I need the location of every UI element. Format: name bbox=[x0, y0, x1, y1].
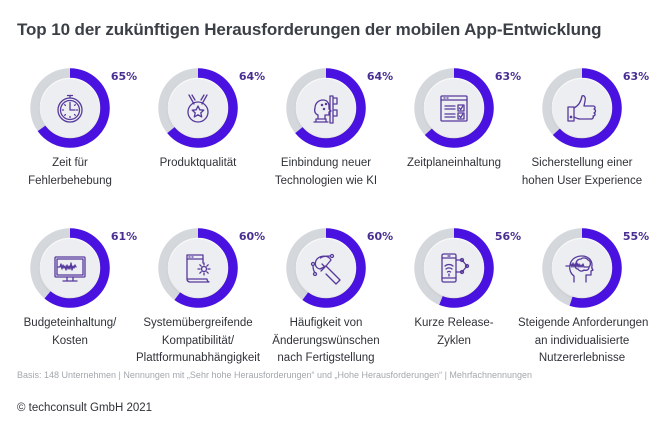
category-label-line: Kurze Release- bbox=[414, 317, 494, 329]
donut-item: 64% bbox=[286, 68, 393, 148]
head-brain-icon bbox=[565, 255, 594, 283]
inner-disk bbox=[553, 79, 611, 137]
inner-disk bbox=[425, 79, 483, 137]
document-gear-icon bbox=[186, 254, 211, 283]
value-arc bbox=[158, 68, 238, 148]
inner-disk bbox=[169, 239, 227, 297]
thumbs-up-icon bbox=[567, 95, 597, 122]
category-label-line: Einbindung neuer bbox=[280, 157, 372, 169]
value-label: 63% bbox=[495, 70, 521, 83]
category-label-line: nach Fertigstellung bbox=[277, 352, 375, 364]
value-arc bbox=[542, 68, 622, 148]
category-label: Budgeteinhaltung/Kosten bbox=[6, 315, 134, 350]
category-label-line: Sicherstellung einer bbox=[531, 157, 633, 169]
value-label: 60% bbox=[239, 230, 265, 243]
value-label: 60% bbox=[367, 230, 393, 243]
value-arc bbox=[542, 228, 622, 308]
category-label-line: an individualisierte bbox=[534, 334, 630, 347]
donut-item: 61% bbox=[30, 228, 137, 308]
donut-item: 60% bbox=[286, 228, 393, 308]
medal-icon bbox=[187, 94, 209, 123]
value-arc bbox=[30, 228, 110, 308]
value-label: 61% bbox=[111, 230, 137, 243]
value-label: 64% bbox=[239, 70, 265, 83]
value-arc bbox=[286, 68, 366, 148]
value-arc bbox=[30, 68, 110, 148]
category-label-line: Häufigkeit von bbox=[289, 317, 363, 329]
value-arc bbox=[414, 68, 494, 148]
category-label-line: Systemübergreifende bbox=[143, 317, 253, 329]
inner-disk bbox=[553, 239, 611, 297]
category-label-line: Steigende Anforderungen bbox=[518, 317, 649, 329]
category-label: Sicherstellung einer hohen User Experienc… bbox=[518, 155, 646, 190]
pen-tool-icon bbox=[310, 253, 341, 285]
inner-disk bbox=[297, 79, 355, 137]
category-label-line: hohen User Experience bbox=[521, 174, 643, 187]
value-arc bbox=[158, 228, 238, 308]
category-label: Systemübergreifende Kompatibilität/Plattf… bbox=[134, 315, 262, 368]
monitor-chart-icon bbox=[54, 256, 86, 282]
category-label-line: Budgeteinhaltung/ bbox=[23, 317, 117, 329]
inner-disk bbox=[169, 79, 227, 137]
category-label-line: Plattformunabhängigkeit bbox=[135, 352, 261, 364]
value-label: 56% bbox=[495, 230, 521, 243]
category-label-line: Produktqualität bbox=[159, 157, 237, 169]
donut-item: 63% bbox=[414, 68, 521, 148]
value-arc bbox=[286, 228, 366, 308]
donut-item: 60% bbox=[158, 228, 265, 308]
source-note: Basis: 148 Unternehmen | Nennungen mit „… bbox=[17, 370, 532, 380]
category-label: Zeitplaneinhaltung bbox=[390, 155, 518, 173]
category-label: Kurze Release- Zyklen bbox=[390, 315, 518, 350]
inner-disk bbox=[425, 239, 483, 297]
ai-head-icon bbox=[313, 95, 338, 124]
category-label: Steigende Anforderungen an individualisie… bbox=[518, 315, 649, 368]
category-label-line: Änderungswünschen bbox=[272, 334, 380, 347]
donut-item: 56% bbox=[414, 228, 521, 308]
checklist-window-icon bbox=[440, 95, 468, 122]
category-label-line: Zeit für bbox=[52, 157, 88, 169]
donut-item: 55% bbox=[542, 228, 649, 308]
copyright: © techconsult GmbH 2021 bbox=[17, 402, 153, 414]
category-label-line: Zyklen bbox=[437, 334, 471, 347]
phone-network-icon bbox=[441, 253, 470, 283]
donut-item: 64% bbox=[158, 68, 265, 148]
value-label: 65% bbox=[111, 70, 137, 83]
stopwatch-icon bbox=[57, 94, 83, 123]
value-label: 64% bbox=[367, 70, 393, 83]
value-arc bbox=[414, 228, 494, 308]
category-label: Häufigkeit von Änderungswünschen nach Fert… bbox=[262, 315, 390, 368]
category-label-line: Technologien wie KI bbox=[274, 174, 378, 187]
category-label-line: Kosten bbox=[52, 334, 88, 347]
value-label: 55% bbox=[623, 230, 649, 243]
category-label-line: Zeitplaneinhaltung bbox=[407, 157, 501, 169]
category-label: Einbindung neuer Technologien wie KI bbox=[262, 155, 390, 190]
value-label: 63% bbox=[623, 70, 649, 83]
category-label: Produktqualität bbox=[134, 155, 262, 173]
inner-disk bbox=[297, 239, 355, 297]
chart-title: Top 10 der zukünftigen Herausforderungen… bbox=[17, 20, 602, 39]
category-label-line: Kompatibilität/ bbox=[161, 334, 235, 347]
category-label-line: Nutzererlebnisse bbox=[538, 352, 626, 364]
category-label: Zeit für Fehlerbehebung bbox=[6, 155, 134, 190]
donut-item: 65% bbox=[30, 68, 137, 148]
category-label-line: Fehlerbehebung bbox=[28, 174, 112, 187]
donut-item: 63% bbox=[542, 68, 649, 148]
